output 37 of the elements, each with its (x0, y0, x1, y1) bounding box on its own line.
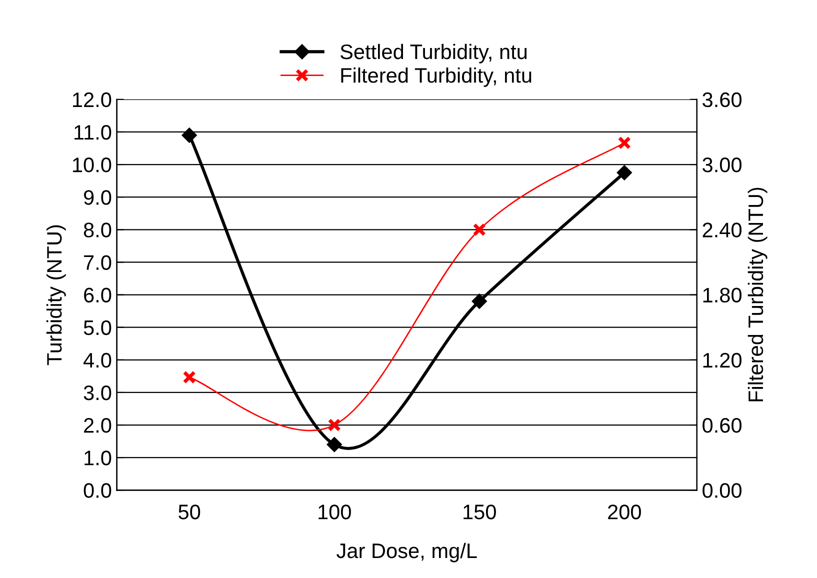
x-axis-title: Jar Dose, mg/L (336, 542, 477, 562)
y-tick-label: 12.0 (73, 92, 112, 108)
y2-tick-label: 3.60 (702, 92, 742, 108)
legend-label: Filtered Turbidity, ntu (341, 67, 532, 87)
legend-label: Settled Turbidity, ntu (340, 44, 527, 64)
y-tick-label: 8.0 (84, 222, 112, 238)
x-tick-label: 100 (318, 504, 351, 520)
point (182, 370, 196, 384)
y-tick-label: 2.0 (84, 418, 112, 433)
point (182, 128, 197, 143)
y-tick-label: 0.0 (84, 483, 112, 498)
y2-tick-label: 0.00 (702, 483, 742, 498)
y2-tick-label: 2.40 (702, 222, 742, 238)
y2-tick-label: 3.00 (702, 158, 742, 172)
y-tick-label: 5.0 (84, 320, 112, 336)
point (472, 294, 487, 309)
point (618, 136, 631, 150)
y2-tick-label: 0.60 (702, 418, 742, 433)
y2-tick-label: 1.80 (703, 288, 742, 303)
y-tick-label: 11.0 (74, 124, 112, 140)
y-tick-label: 7.0 (84, 255, 112, 270)
point (472, 223, 486, 236)
y-tick-label: 10.0 (73, 158, 112, 172)
point (326, 436, 342, 452)
y-tick-label: 9.0 (84, 190, 112, 205)
y-tick-label: 6.0 (84, 288, 112, 303)
x-tick-label: 200 (608, 504, 641, 520)
y2-tick-label: 1.20 (703, 352, 742, 368)
point (616, 165, 632, 180)
y-tick-label: 4.0 (83, 352, 112, 368)
x-tick-label: 150 (464, 504, 496, 520)
point (328, 418, 341, 432)
y-tick-label: 1.0 (84, 450, 112, 466)
x-tick-label: 50 (178, 504, 200, 520)
y2-axis-title: Filtered Turbidity (NTU) (748, 188, 768, 402)
y-tick-label: 3.0 (84, 385, 112, 400)
y-axis-title: Turbidity (NTU) (46, 225, 66, 366)
